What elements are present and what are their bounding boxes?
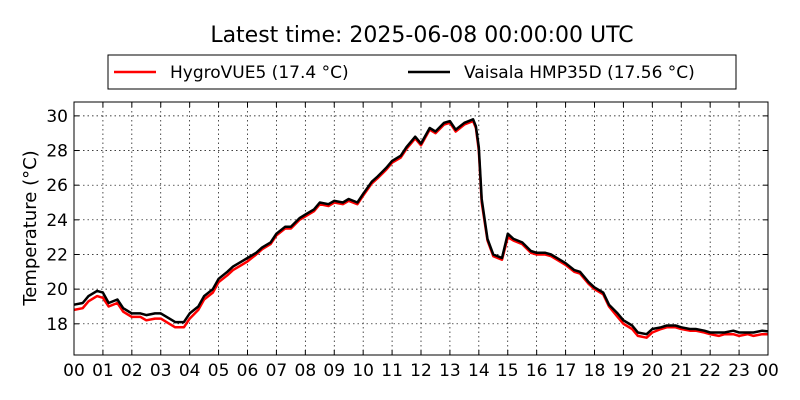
x-tick-label: 09 xyxy=(323,361,345,381)
x-tick-label: 10 xyxy=(352,361,374,381)
x-tick-label: 06 xyxy=(237,361,259,381)
legend-label-vaisala: Vaisala HMP35D (17.56 °C) xyxy=(464,63,695,83)
x-tick-label: 02 xyxy=(121,361,143,381)
y-tick-label: 24 xyxy=(46,211,68,231)
y-tick-label: 18 xyxy=(46,315,68,335)
x-tick-label: 23 xyxy=(728,361,750,381)
y-tick-labels: 18 20 22 24 26 28 30 xyxy=(46,107,68,335)
x-tick-label: 00 xyxy=(757,361,779,381)
x-tick-label: 08 xyxy=(295,361,317,381)
x-tick-label: 05 xyxy=(208,361,230,381)
grid xyxy=(73,102,769,355)
series-layer xyxy=(73,118,769,339)
y-tick-label: 30 xyxy=(46,107,68,127)
x-tick-label: 18 xyxy=(584,361,606,381)
x-tick-label: 15 xyxy=(497,361,519,381)
x-tick-label: 22 xyxy=(699,361,721,381)
x-tick-label: 13 xyxy=(439,361,461,381)
x-tick-label: 12 xyxy=(410,361,432,381)
chart-title: Latest time: 2025-06-08 00:00:00 UTC xyxy=(210,23,633,48)
y-tick-label: 20 xyxy=(46,280,68,300)
y-tick-label: 22 xyxy=(46,245,68,265)
series-line-vaisala xyxy=(73,118,769,336)
ticks xyxy=(73,102,769,355)
legend: HygroVUE5 (17.4 °C) Vaisala HMP35D (17.5… xyxy=(107,54,737,90)
x-tick-label: 14 xyxy=(468,361,490,381)
x-tick-labels: 00 01 02 03 04 05 06 07 08 09 10 11 12 13 14 15 16 17 18 19… xyxy=(63,361,779,381)
legend-label-hygrovue5: HygroVUE5 (17.4 °C) xyxy=(170,63,349,83)
x-tick-label: 04 xyxy=(179,361,201,381)
x-tick-label: 07 xyxy=(266,361,288,381)
y-tick-label: 26 xyxy=(46,176,68,196)
x-tick-label: 00 xyxy=(63,361,85,381)
x-tick-label: 11 xyxy=(381,361,403,381)
y-axis-label: Temperature (°C) xyxy=(20,150,41,306)
x-tick-label: 20 xyxy=(642,361,664,381)
x-tick-label: 21 xyxy=(670,361,692,381)
x-tick-label: 01 xyxy=(92,361,114,381)
x-tick-label: 17 xyxy=(555,361,577,381)
y-tick-label: 28 xyxy=(46,142,68,162)
x-tick-label: 19 xyxy=(613,361,635,381)
x-tick-label: 03 xyxy=(150,361,172,381)
x-tick-label: 16 xyxy=(526,361,548,381)
